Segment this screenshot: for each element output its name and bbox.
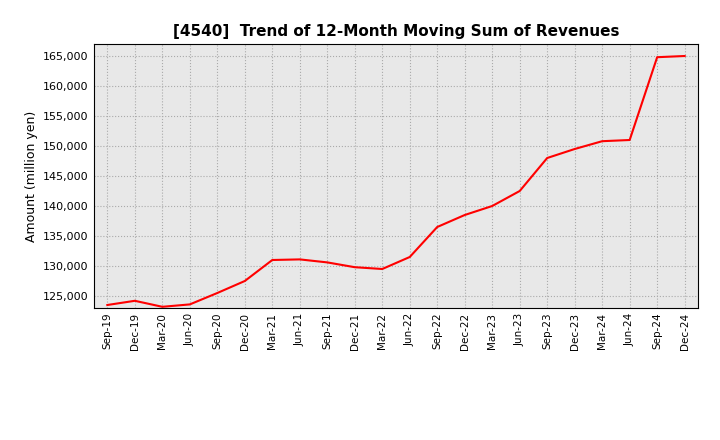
Title: [4540]  Trend of 12-Month Moving Sum of Revenues: [4540] Trend of 12-Month Moving Sum of R… xyxy=(173,24,619,39)
Y-axis label: Amount (million yen): Amount (million yen) xyxy=(24,110,37,242)
